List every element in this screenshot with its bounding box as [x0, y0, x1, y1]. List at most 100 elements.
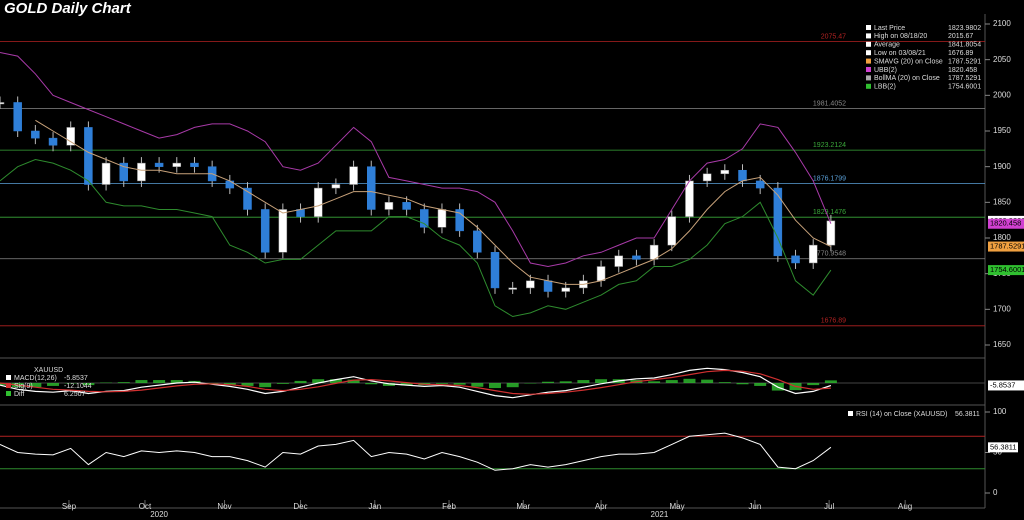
diff-bar: [241, 383, 254, 386]
x-tick-label: May: [670, 502, 685, 511]
x-tick-label: Apr: [595, 502, 608, 511]
legend-value: 2015.67: [948, 33, 973, 40]
diff-bar: [400, 383, 413, 386]
candle-body: [738, 169, 747, 182]
x-tick-label: Jan: [368, 502, 381, 511]
macd-legend-value: -12.1044: [64, 383, 92, 390]
diff-bar: [718, 382, 731, 383]
legend-label: Last Price: [874, 25, 905, 32]
candle-body: [773, 187, 783, 257]
legend-swatch: [866, 33, 871, 39]
level-label: 1981.4052: [813, 100, 846, 107]
legend-swatch: [6, 375, 11, 380]
x-tick-label: Mar: [516, 502, 530, 511]
legend-value: 1820.458: [948, 67, 977, 74]
candle-body: [119, 162, 128, 182]
level-label: 1829.1476: [813, 209, 846, 216]
diff-bar: [135, 380, 148, 383]
candle-body: [349, 166, 358, 185]
diff-bar: [117, 382, 130, 383]
diff-bar: [506, 383, 519, 388]
level-label: 1876.1799: [813, 176, 846, 183]
y-tick-label: 2050: [993, 55, 1011, 64]
candle-body: [367, 166, 376, 210]
diff-bar: [170, 380, 183, 383]
candle-body: [632, 255, 641, 260]
macd-legend-value: -5.8537: [64, 375, 88, 382]
y-tick-label: 1850: [993, 197, 1011, 206]
diff-bar: [29, 383, 42, 388]
diff-bar: [47, 383, 60, 386]
diff-bar: [683, 378, 696, 383]
level-label: 1923.2124: [813, 142, 846, 149]
candle-body: [384, 202, 394, 210]
diff-bar: [0, 383, 6, 386]
diff-bar: [82, 383, 95, 386]
rsi-legend-label: RSI (14) on Close (XAUUSD): [856, 411, 947, 418]
legend-label: High on 08/18/20: [874, 33, 927, 40]
diff-bar: [595, 379, 608, 383]
rsi-tag-bg: [988, 442, 1018, 453]
x-tick-label: Nov: [217, 502, 231, 511]
diff-bar: [736, 383, 749, 385]
candle-body: [172, 162, 182, 167]
legend-label: Average: [874, 42, 900, 49]
lbb-tag-bg: [988, 265, 1024, 276]
x-tick-label: Aug: [898, 502, 912, 511]
sma-tag-bg: [988, 241, 1024, 252]
candle-body: [720, 169, 730, 175]
diff-bar: [153, 380, 166, 383]
diff-bar: [824, 380, 837, 383]
x-tick-label: Jul: [824, 502, 834, 511]
legend-swatch: [866, 41, 871, 47]
candle-body: [101, 162, 111, 185]
diff-bar: [294, 380, 307, 383]
candle-body: [543, 280, 553, 292]
candle-body: [66, 127, 75, 146]
diff-bar: [471, 383, 484, 387]
candle-body: [791, 255, 800, 264]
x-tick-label: Oct: [139, 502, 152, 511]
rsi-tick-label: 100: [993, 407, 1007, 416]
candle-body: [490, 252, 500, 289]
y-tick-label: 2000: [993, 90, 1011, 99]
candle-body: [13, 102, 22, 132]
candle-body: [826, 220, 836, 246]
candle-body: [48, 137, 58, 146]
diff-bar: [648, 381, 661, 383]
candle-body: [420, 209, 429, 228]
rsi-legend-value: 56.3811: [955, 411, 980, 418]
diff-bar: [542, 381, 555, 383]
sma-tag: 1787.5291: [990, 242, 1024, 251]
diff-bar: [665, 380, 678, 383]
year-label: 2020: [150, 510, 168, 519]
candle-body: [526, 280, 535, 289]
candle-body: [755, 180, 765, 189]
macd-legend-value: 6.2507: [64, 391, 86, 398]
rsi-tick-label: 0: [993, 488, 998, 497]
y-tick-label: 2100: [993, 19, 1011, 28]
legend-swatch: [866, 75, 871, 81]
series-line: [0, 158, 832, 318]
level-label: 1676.89: [821, 318, 846, 325]
candle-body: [508, 287, 517, 290]
level-label: 2075.47: [821, 33, 846, 40]
y-tick-label: 1650: [993, 340, 1011, 349]
candle-body: [667, 216, 677, 246]
candle-body: [137, 162, 146, 182]
series-line: [0, 52, 832, 268]
macd-legend-label: Sig(9): [14, 383, 33, 390]
diff-bar: [489, 383, 501, 389]
candle-body: [331, 184, 341, 189]
diff-bar: [365, 383, 378, 385]
legend-swatch: [866, 83, 871, 89]
macd-title: XAUUSD: [34, 367, 63, 374]
candle-body: [84, 127, 93, 185]
chart-title: GOLD Daily Chart: [4, 0, 132, 17]
candle-body: [561, 287, 570, 292]
level-label: 1770.9548: [813, 251, 846, 258]
candle-body: [243, 187, 252, 210]
legend-swatch: [848, 411, 853, 416]
rsi-line: [0, 432, 832, 471]
candle-body: [702, 173, 712, 182]
